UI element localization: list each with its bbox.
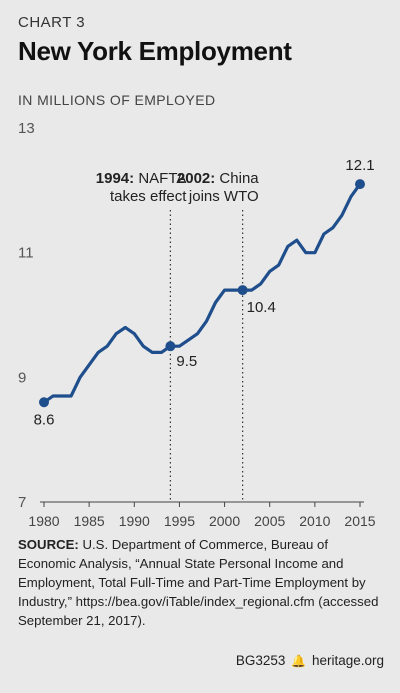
site-name: heritage.org: [311, 653, 384, 668]
source-text: U.S. Department of Commerce, Bureau of E…: [18, 537, 379, 628]
data-point-label: 12.1: [345, 157, 374, 174]
y-tick-label: 7: [18, 494, 26, 511]
x-tick-label: 2015: [344, 513, 375, 529]
chart-number: CHART 3: [18, 14, 86, 31]
data-point-marker: [165, 341, 176, 352]
x-tick-label: 1980: [28, 513, 59, 529]
source-note: SOURCE: U.S. Department of Commerce, Bur…: [18, 535, 384, 630]
x-tick-label: 2000: [209, 513, 240, 529]
data-point-label: 8.6: [34, 411, 55, 428]
x-tick-label: 2005: [254, 513, 285, 529]
y-tick-label: 13: [18, 120, 35, 137]
data-point-marker: [39, 397, 49, 408]
annotation-line1: 2002: China: [177, 170, 259, 187]
data-point-label: 10.4: [247, 299, 276, 316]
data-line-series: [42, 182, 362, 404]
y-tick-label: 11: [18, 245, 34, 262]
y-axis-unit-label: IN MILLIONS OF EMPLOYED: [18, 92, 216, 108]
data-point-marker: [355, 179, 365, 190]
x-tick-label: 1990: [119, 513, 150, 529]
data-point-marker: [237, 285, 248, 296]
footer: BG3253 🔔 heritage.org: [236, 653, 384, 668]
data-point-label: 9.5: [176, 353, 197, 370]
x-tick-label: 1995: [164, 513, 195, 529]
source-label: SOURCE:: [18, 537, 79, 552]
annotation-line1: 1994: NAFTA: [96, 170, 187, 187]
annotation-line2: joins WTO: [188, 188, 259, 205]
liberty-bell-icon: 🔔: [291, 654, 307, 668]
x-tick-label: 2010: [299, 513, 330, 529]
chart-title: New York Employment: [18, 36, 292, 66]
x-tick-label: 1985: [74, 513, 105, 529]
y-tick-label: 9: [18, 369, 26, 386]
line-chart: 7 9 11 13 1980 1985 1990 1995 2000 2005 2010 2015 19…: [18, 120, 376, 529]
report-code: BG3253: [235, 653, 286, 668]
annotation-line2: takes effect: [110, 188, 187, 205]
